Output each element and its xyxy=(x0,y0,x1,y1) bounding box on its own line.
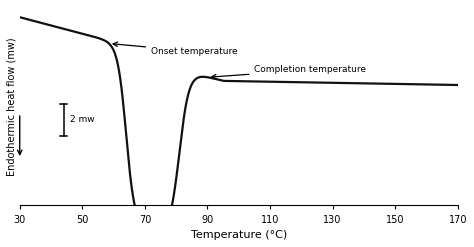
Text: Peak temperature: Peak temperature xyxy=(0,246,1,247)
Y-axis label: Endothermic heat flow (mw): Endothermic heat flow (mw) xyxy=(7,37,17,176)
Text: Completion temperature: Completion temperature xyxy=(211,65,366,79)
Text: 2 mw: 2 mw xyxy=(71,115,95,124)
Text: Onset temperature: Onset temperature xyxy=(113,42,238,56)
X-axis label: Temperature (°C): Temperature (°C) xyxy=(191,230,287,240)
